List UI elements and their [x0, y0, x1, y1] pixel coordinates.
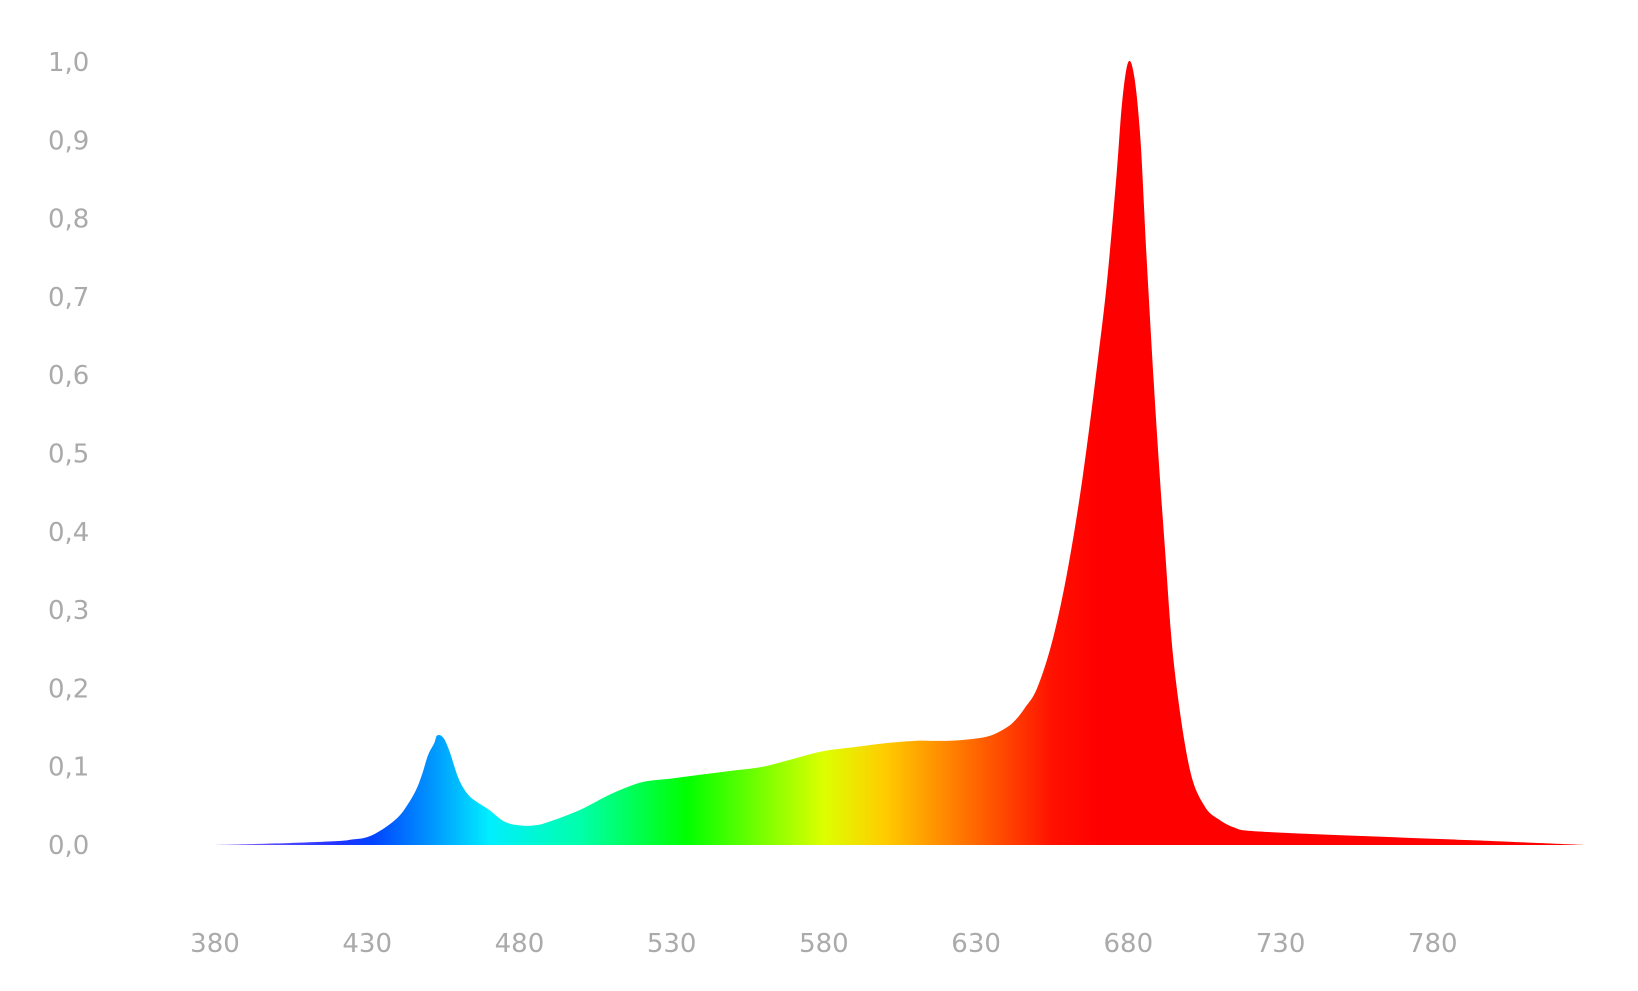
- y-axis: 0,0 0,1 0,2 0,3 0,4 0,5 0,6 0,7 0,8 0,9 1,0: [48, 48, 89, 861]
- spectrum-area: [215, 60, 1585, 845]
- x-tick-label: 430: [342, 929, 392, 959]
- x-tick-label: 680: [1104, 929, 1154, 959]
- x-tick-label: 630: [951, 929, 1001, 959]
- x-tick-label: 380: [190, 929, 240, 959]
- y-tick-label: 1,0: [48, 48, 89, 78]
- x-tick-label: 730: [1256, 929, 1306, 959]
- x-axis: 380 430 480 530 580 630 680 730 780: [190, 929, 1457, 959]
- y-tick-label: 0,7: [48, 283, 89, 313]
- y-tick-label: 0,1: [48, 753, 89, 783]
- x-tick-label: 530: [647, 929, 697, 959]
- y-tick-label: 0,0: [48, 831, 89, 861]
- y-tick-label: 0,3: [48, 596, 89, 626]
- y-tick-label: 0,8: [48, 205, 89, 235]
- x-tick-label: 580: [799, 929, 849, 959]
- x-tick-label: 480: [495, 929, 545, 959]
- y-tick-label: 0,2: [48, 674, 89, 704]
- y-tick-label: 0,6: [48, 361, 89, 391]
- x-tick-label: 780: [1408, 929, 1458, 959]
- y-tick-label: 0,5: [48, 440, 89, 470]
- y-tick-label: 0,4: [48, 518, 89, 548]
- y-tick-label: 0,9: [48, 126, 89, 156]
